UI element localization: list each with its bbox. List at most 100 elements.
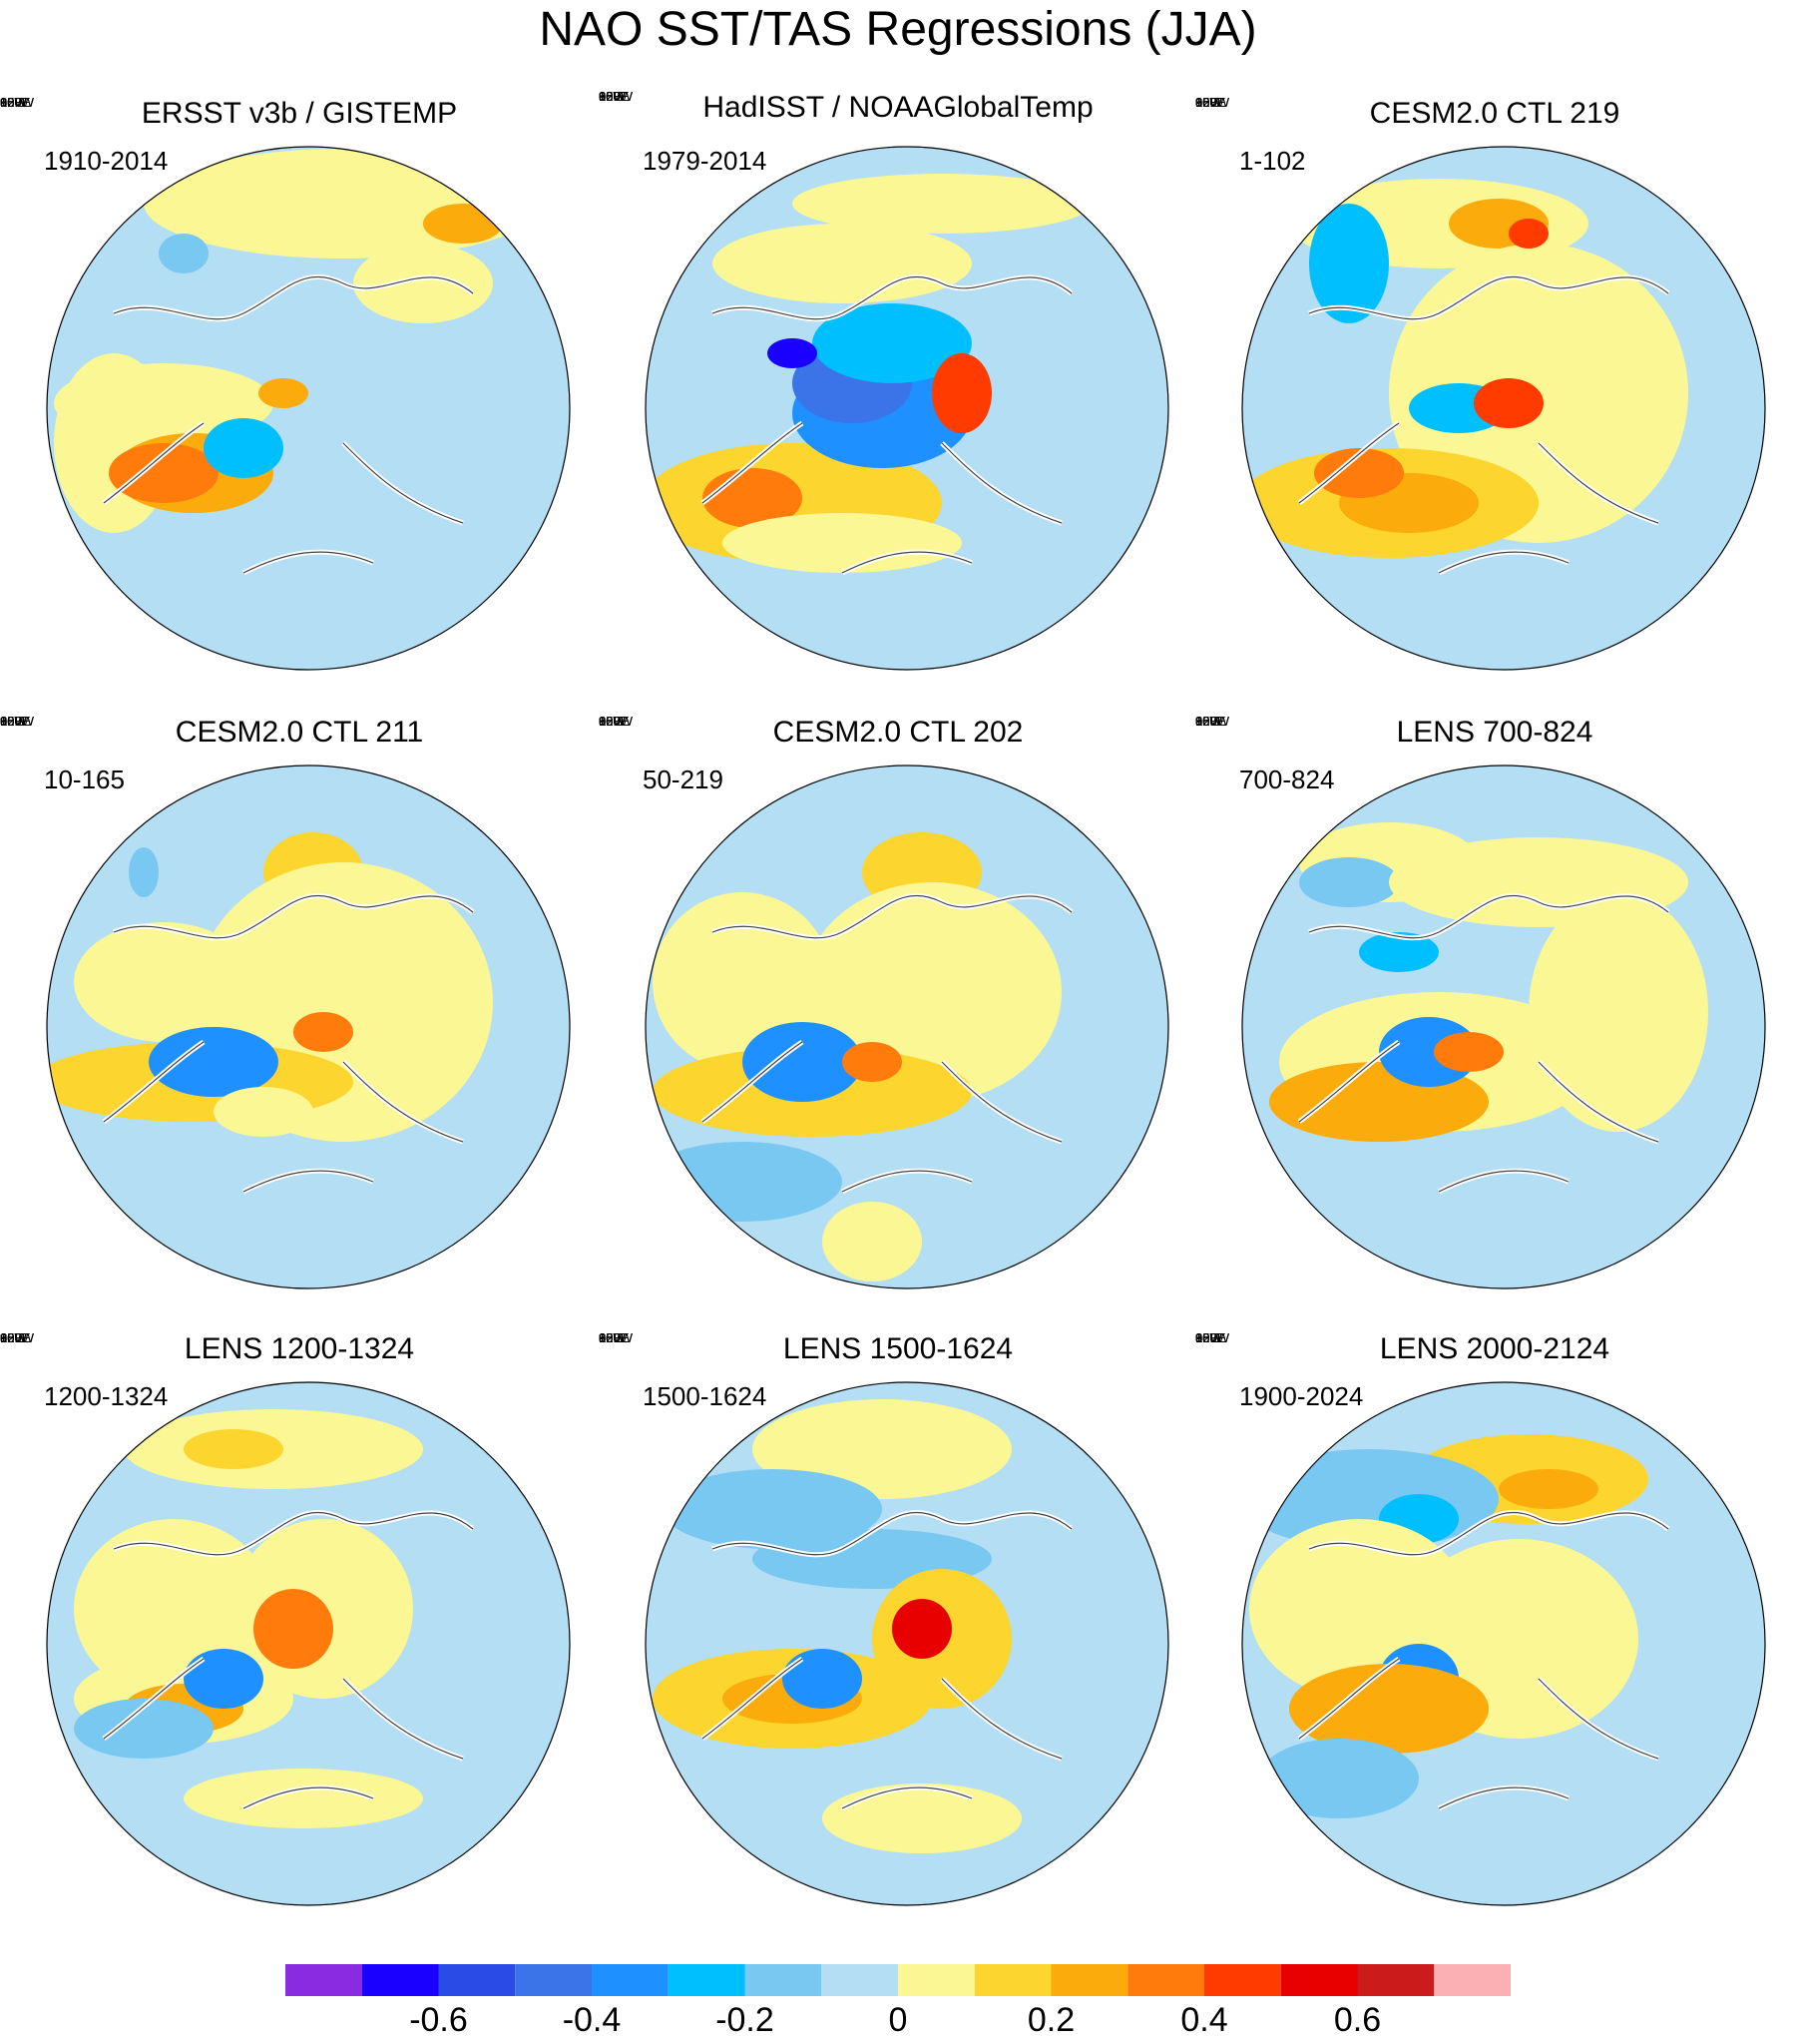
polar-map	[46, 765, 571, 1289]
longitude-label: 0	[1195, 95, 1203, 110]
longitude-label: 0	[599, 89, 607, 104]
longitude-label: 60E	[0, 714, 24, 729]
longitude-label: 30W	[0, 714, 27, 729]
map-panel: CESM2.0 CTL 219 1-102 180 150E 120E 90E 60E 3…	[1195, 96, 1794, 715]
longitude-label: 90E	[599, 714, 623, 729]
colorbar-swatch	[1280, 1964, 1358, 1996]
longitude-label: 60E	[1195, 95, 1219, 110]
longitude-label: 30W	[1195, 714, 1222, 729]
longitude-label: 90W	[0, 1330, 27, 1345]
longitude-label: 150E	[599, 89, 630, 104]
panel-title: LENS 2000-2124	[1379, 1332, 1610, 1365]
panel-title: HadISST / NOAAGlobalTemp	[702, 91, 1094, 124]
longitude-label: 90W	[1195, 95, 1222, 110]
colorbar-tick-label: -0.2	[715, 2001, 774, 2039]
map-panel: CESM2.0 CTL 211 10-165 180 150E 120E 90E 60E…	[0, 715, 599, 1333]
map-panel: LENS 1200-1324 1200-1324 180 150E 120E 90E 6…	[0, 1331, 599, 1950]
longitude-label: 150E	[0, 1330, 31, 1345]
longitude-label: 90E	[0, 714, 24, 729]
colorbar-swatch	[285, 1964, 362, 1996]
longitude-label: 30E	[599, 714, 623, 729]
colorbar-swatch	[361, 1964, 439, 1996]
panel-title: CESM2.0 CTL 219	[1369, 97, 1620, 130]
colorbar-swatch	[1051, 1964, 1128, 1996]
panel-years: 1-102	[1239, 146, 1306, 176]
longitude-label: 180	[0, 1330, 22, 1345]
map-panel: LENS 1500-1624 1500-1624 180 150E 120E 90E 6…	[599, 1331, 1197, 1950]
colorbar-tick-label: 0.6	[1333, 2001, 1382, 2039]
longitude-label: 150W	[1195, 714, 1229, 729]
colorbar-tick-label: -0.6	[409, 2001, 468, 2039]
longitude-label: 60W	[599, 89, 626, 104]
panel-years: 1910-2014	[44, 146, 169, 176]
longitude-label: 60E	[599, 714, 623, 729]
polar-map	[1241, 1381, 1766, 1906]
polar-map	[1241, 765, 1766, 1289]
longitude-label: 120W	[599, 714, 633, 729]
longitude-label: 150W	[0, 714, 34, 729]
longitude-label: 180	[1195, 95, 1217, 110]
longitude-label: 60W	[1195, 1330, 1222, 1345]
longitude-label: 150E	[599, 714, 630, 729]
polar-map	[645, 1381, 1169, 1906]
longitude-label: 90E	[599, 1330, 623, 1345]
longitude-label: 90W	[599, 714, 626, 729]
longitude-label: 60E	[1195, 714, 1219, 729]
polar-map	[46, 1381, 571, 1906]
longitude-label: 30E	[1195, 1330, 1219, 1345]
colorbar-swatch	[1434, 1964, 1511, 1996]
longitude-label: 90E	[1195, 95, 1219, 110]
panel-title: ERSST v3b / GISTEMP	[141, 97, 458, 130]
polar-map	[645, 765, 1169, 1289]
longitude-label: 60W	[599, 1330, 626, 1345]
longitude-label: 30E	[0, 1330, 24, 1345]
longitude-label: 60E	[599, 1330, 623, 1345]
longitude-label: 150W	[599, 714, 633, 729]
longitude-label: 90E	[1195, 1330, 1219, 1345]
longitude-label: 120W	[0, 95, 34, 110]
longitude-label: 60W	[1195, 714, 1222, 729]
longitude-label: 30E	[1195, 714, 1219, 729]
longitude-label: 60W	[0, 1330, 27, 1345]
longitude-label: 60W	[0, 714, 27, 729]
map-panel: CESM2.0 CTL 202 50-219 180 150E 120E 90E 60E…	[599, 715, 1197, 1333]
longitude-label: 0	[0, 714, 8, 729]
longitude-label: 30E	[0, 714, 24, 729]
longitude-label: 30W	[1195, 95, 1222, 110]
panel-title: LENS 1200-1324	[184, 1332, 415, 1365]
longitude-label: 150E	[0, 95, 31, 110]
longitude-label: 120E	[0, 1330, 31, 1345]
longitude-label: 30E	[599, 89, 623, 104]
longitude-label: 30E	[1195, 95, 1219, 110]
longitude-label: 90E	[599, 89, 623, 104]
map-panel: ERSST v3b / GISTEMP 1910-2014 180 150E 120…	[0, 96, 599, 715]
longitude-label: 150W	[0, 95, 34, 110]
colorbar-tick-label: 0	[888, 2001, 908, 2039]
longitude-label: 150W	[1195, 95, 1229, 110]
longitude-label: 30W	[599, 1330, 626, 1345]
longitude-label: 150W	[599, 1330, 633, 1345]
longitude-label: 0	[0, 1330, 8, 1345]
colorbar-swatch	[1127, 1964, 1204, 1996]
colorbar-swatch	[1204, 1964, 1281, 1996]
colorbar-swatch	[821, 1964, 898, 1996]
colorbar-swatch	[974, 1964, 1052, 1996]
colorbar-tick-label: 0.4	[1180, 2001, 1228, 2039]
longitude-label: 120W	[0, 714, 34, 729]
longitude-label: 120W	[1195, 95, 1229, 110]
longitude-label: 0	[1195, 714, 1203, 729]
longitude-label: 90W	[1195, 714, 1222, 729]
panel-years: 1500-1624	[643, 1381, 767, 1411]
longitude-label: 120E	[1195, 1330, 1226, 1345]
longitude-label: 120E	[0, 714, 31, 729]
longitude-label: 150E	[1195, 1330, 1226, 1345]
longitude-label: 150E	[599, 1330, 630, 1345]
longitude-label: 90E	[0, 1330, 24, 1345]
longitude-label: 180	[1195, 714, 1217, 729]
panel-years: 10-165	[44, 765, 125, 794]
longitude-label: 90W	[599, 89, 626, 104]
longitude-label: 150W	[0, 1330, 34, 1345]
longitude-label: 90W	[0, 95, 27, 110]
longitude-label: 120E	[1195, 714, 1226, 729]
panel-title: CESM2.0 CTL 211	[175, 716, 424, 749]
